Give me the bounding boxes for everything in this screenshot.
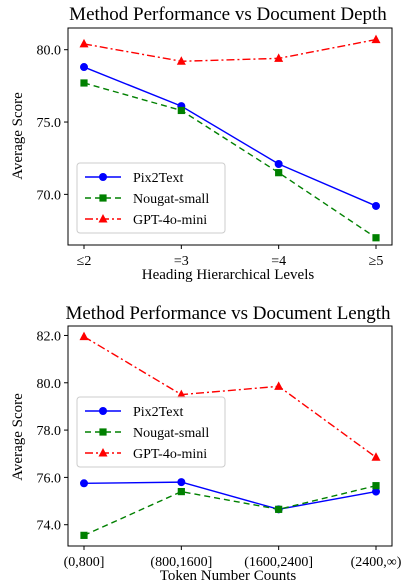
legend-marker [98,448,108,457]
y-tick-label: 76.0 [37,471,62,486]
legend-box [76,162,226,234]
series-line [83,336,377,458]
data-point [275,505,283,513]
x-tick-label: (2400,∞) [351,555,402,570]
series-line [83,82,377,239]
legend-marker [98,214,108,223]
data-point [80,531,88,539]
legend-label: Nougat-small [133,192,209,207]
y-tick-label: 80.0 [37,377,62,392]
data-point [372,201,380,210]
series-line [83,66,377,207]
y-tick-label: 82.0 [37,329,62,344]
data-point [80,479,88,488]
data-point [372,234,380,242]
data-point [79,38,89,48]
data-point [275,169,283,177]
x-tick-label: =3 [174,254,189,269]
y-tick-label: 78.0 [37,424,62,439]
y-tick-label: 74.0 [37,519,62,534]
legend-label: Pix2Text [133,405,183,420]
legend-label: Nougat-small [133,426,209,441]
x-axis-label: Token Number Counts [160,568,297,584]
data-point [372,487,380,496]
plot-frame [67,27,393,246]
data-point [176,56,186,65]
data-point [176,389,186,399]
x-tick-label: (800,1600] [150,555,212,570]
plot-frame [67,325,393,547]
x-tick-label: (0,800] [64,555,105,570]
chart-depth: Method Performance vs Document Depth Hea… [10,4,393,283]
legend-marker [99,428,107,436]
legend-box [76,396,226,468]
series-line [83,481,377,511]
legend-label: Pix2Text [133,171,183,186]
data-point [177,478,186,487]
legend-label: GPT-4o-mini [133,213,207,228]
data-point [80,63,88,72]
x-tick-label: ≤2 [77,254,92,269]
series-line [83,38,377,62]
y-tick-label: 70.0 [37,188,62,203]
data-point [80,79,88,87]
x-tick-label: ≥5 [369,254,384,269]
x-tick-label: (1600,2400] [244,555,313,570]
x-axis-label: Heading Hierarchical Levels [142,267,315,283]
data-point [371,452,381,461]
series-line [83,484,377,536]
data-point [274,159,283,168]
data-point [177,487,185,496]
data-point [177,106,185,115]
y-tick-label: 80.0 [37,44,62,59]
data-point [274,381,284,390]
legend-label: GPT-4o-mini [133,447,207,462]
y-tick-label: 75.0 [37,116,62,131]
y-axis-label: Average Score [10,92,26,180]
data-point [79,331,89,341]
chart-length: Method Performance vs Document Length To… [10,303,402,584]
legend-marker [99,173,107,181]
legend-marker [99,407,107,415]
chart-title: Method Performance vs Document Depth [69,4,387,25]
chart-title: Method Performance vs Document Length [65,303,391,324]
legend-marker [99,194,107,202]
data-point [372,482,380,490]
data-point [274,53,284,62]
y-axis-label: Average Score [10,393,26,481]
x-tick-label: =4 [271,254,286,269]
data-point [371,34,381,44]
